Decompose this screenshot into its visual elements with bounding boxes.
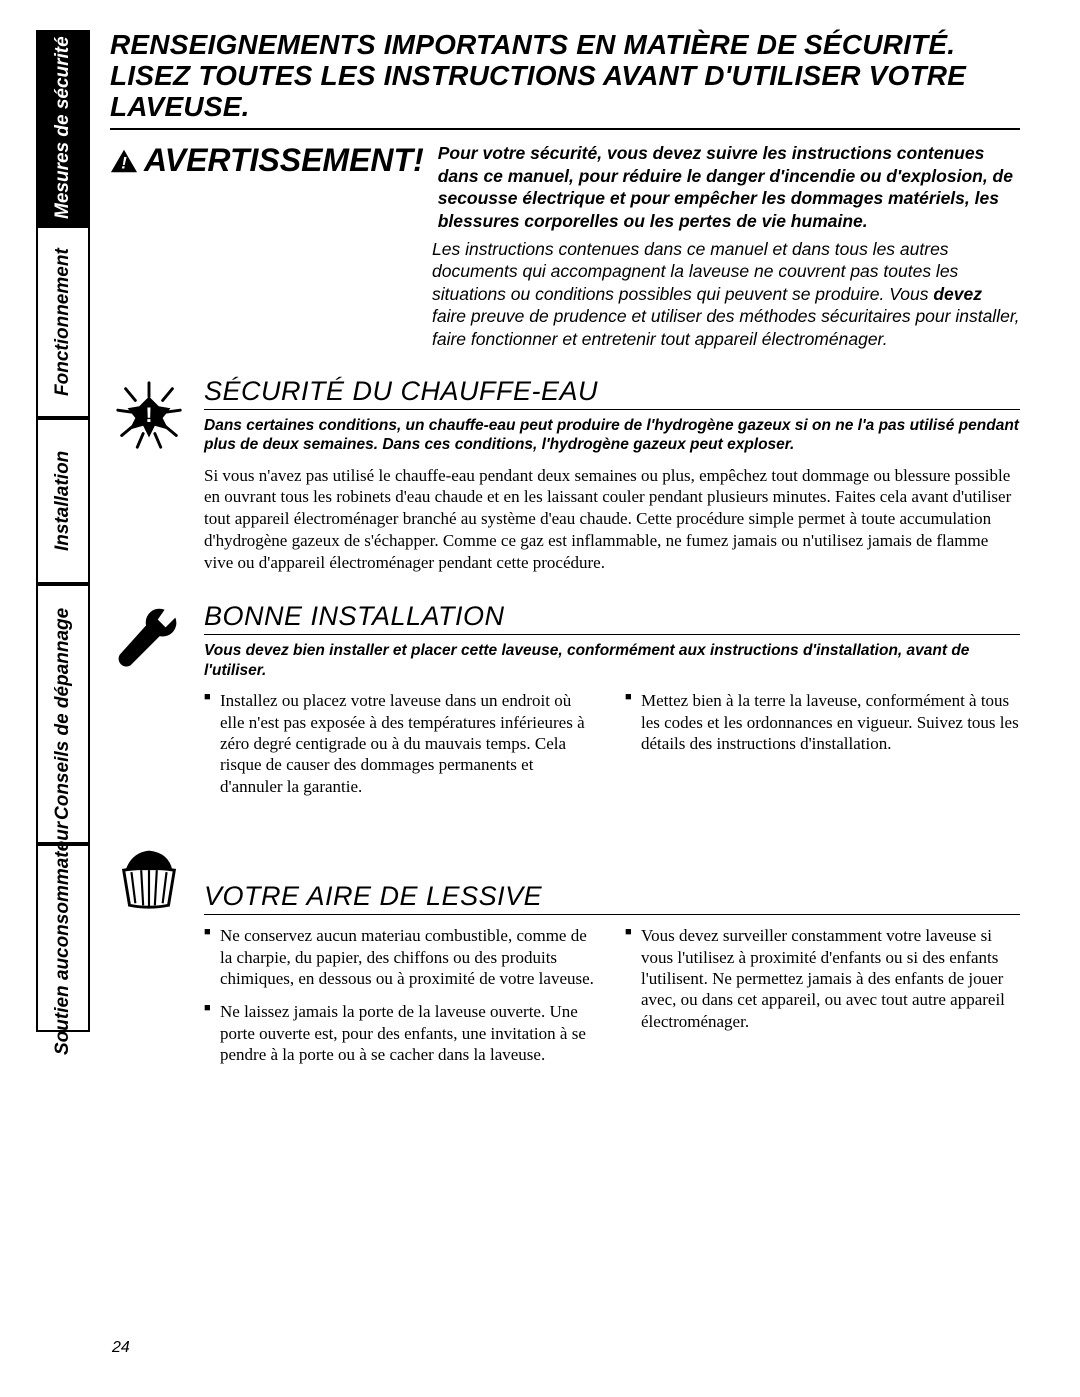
bullet-item: Installez ou placez votre laveuse dans u… [204,690,599,797]
intro2-post: faire preuve de prudence et utiliser des… [432,306,1020,348]
section-title-laundry: VOTRE AIRE DE LESSIVE [204,881,1020,915]
section-installation: BONNE INSTALLATION Vous devez bien insta… [110,601,1020,809]
laundry-col-left: Ne conservez aucun materiau combustible,… [204,925,599,1077]
manual-page: Mesures de sécuritéFonctionnementInstall… [0,0,1080,1397]
bullet-item: Vous devez surveiller constamment votre … [625,925,1020,1032]
side-tab[interactable]: Mesures de sécurité [36,30,90,226]
section-laundry-area: VOTRE AIRE DE LESSIVE Ne conservez aucun… [110,837,1020,1077]
side-tab[interactable]: Fonctionnement [36,226,90,418]
page-number: 24 [112,1339,130,1357]
warning-row: ! AVERTISSEMENT! Pour votre sécurité, vo… [110,142,1020,232]
intro-paragraph-2: Les instructions contenues dans ce manue… [432,238,1020,350]
section-sub-heater: Dans certaines conditions, un chauffe-ea… [204,416,1020,455]
bullet-item: Ne conservez aucun materiau combustible,… [204,925,599,989]
install-col-right: Mettez bien à la terre la laveuse, confo… [625,690,1020,809]
section-body-heater: Si vous n'avez pas utilisé le chauffe-ea… [204,465,1020,574]
explosion-icon: ! [110,377,188,455]
laundry-col-right: Vous devez surveiller constamment votre … [625,925,1020,1077]
laundry-columns: Ne conservez aucun materiau combustible,… [204,925,1020,1077]
warning-label: ! AVERTISSEMENT! [110,142,424,179]
intro2-pre: Les instructions contenues dans ce manue… [432,239,958,304]
svg-text:!: ! [121,153,127,172]
side-tab[interactable]: Conseils de dépannage [36,584,90,844]
bullet-item: Mettez bien à la terre la laveuse, confo… [625,690,1020,754]
bullet-item: Ne laissez jamais la porte de la laveuse… [204,1001,599,1065]
section-water-heater: ! SÉCURITÉ DU CHAUFFE-EAU Dans certaines… [110,376,1020,574]
section-title-install: BONNE INSTALLATION [204,601,1020,635]
main-heading: RENSEIGNEMENTS IMPORTANTS EN MATIÈRE DE … [110,30,1020,130]
wrench-icon [110,602,188,680]
side-tabs: Mesures de sécuritéFonctionnementInstall… [36,30,90,1260]
section-title-heater: SÉCURITÉ DU CHAUFFE-EAU [204,376,1020,410]
intro2-bold: devez [933,284,982,304]
side-tab[interactable]: Installation [36,418,90,584]
laundry-basket-icon [110,837,188,915]
install-columns: Installez ou placez votre laveuse dans u… [204,690,1020,809]
svg-text:!: ! [145,403,152,427]
side-tab[interactable]: Soutien auconsommateur [36,844,90,1032]
section-sub-install: Vous devez bien installer et placer cett… [204,641,1020,680]
warning-body-text: Pour votre sécurité, vous devez suivre l… [438,142,1020,232]
warning-label-text: AVERTISSEMENT! [144,142,424,179]
install-col-left: Installez ou placez votre laveuse dans u… [204,690,599,809]
warning-triangle-icon: ! [110,148,138,174]
